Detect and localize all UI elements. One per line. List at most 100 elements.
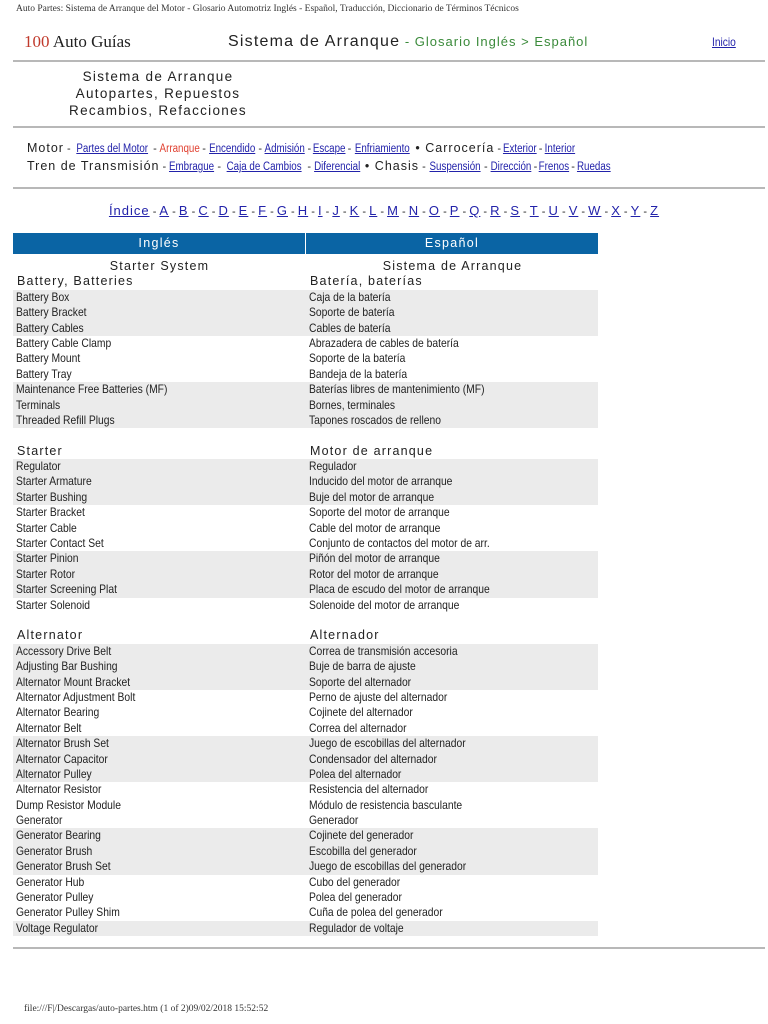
term-es-text: Rotor del motor de arranque [309, 566, 439, 581]
letter-link-u[interactable]: U [548, 203, 559, 218]
separator: - [214, 161, 225, 173]
term-es: Polea del generador [306, 890, 599, 905]
nav-link-direcci-n[interactable]: Dirección [490, 161, 532, 173]
term-en-text: Dump Resistor Module [16, 797, 121, 812]
term-es: Regulador de voltaje [306, 921, 599, 936]
term-en-text: Voltage Regulator [16, 920, 99, 935]
letter-link-q[interactable]: Q [469, 203, 481, 218]
nav-link-admisi-n[interactable]: Admisión [264, 143, 305, 155]
separator: - [304, 143, 315, 155]
nav-link-escape[interactable]: Escape [313, 143, 346, 155]
table-row: Accessory Drive Belt Correa de transmisió… [13, 643, 598, 660]
brand-logo[interactable]: 100 Auto Guías [24, 32, 131, 52]
separator: - [520, 206, 530, 218]
separator: - [322, 206, 333, 218]
brand-number: 100 [24, 32, 50, 51]
term-es-text: Buje del motor de arranque [309, 489, 435, 504]
letter-link-o[interactable]: O [428, 203, 441, 218]
nav-link-ruedas[interactable]: Ruedas [576, 161, 611, 173]
letter-link-l[interactable]: L [369, 203, 378, 218]
letter-link-a[interactable]: A [159, 203, 170, 218]
term-es-text: Soporte de la batería [309, 351, 406, 366]
separator: - [568, 161, 578, 173]
letter-link-i[interactable]: I [317, 203, 323, 218]
term-en-text: Starter Contact Set [16, 536, 104, 551]
table-row: Alternator Bearing Cojinete del alternado… [13, 705, 598, 720]
table-row: Battery Box Caja de la batería [13, 289, 598, 306]
letter-link-v[interactable]: V [568, 203, 579, 218]
term-en-text: Starter Screening Plat [16, 582, 117, 597]
table-row: Generator Bearing Cojinete del generador [13, 828, 598, 844]
column-header-es: Español [306, 233, 598, 254]
nav-link-exterior[interactable]: Exterior [503, 143, 537, 155]
letter-link-f[interactable]: F [258, 203, 268, 218]
letter-link-n[interactable]: N [408, 203, 420, 218]
term-es: Baterías libres de mantenimiento (MF) [306, 382, 599, 397]
nav-link-diferencial[interactable]: Diferencial [314, 161, 361, 173]
separator: - [199, 143, 209, 155]
brand-text: Auto Guías [52, 32, 131, 51]
letter-link-j[interactable]: J [332, 203, 340, 218]
term-en: Starter Rotor [13, 567, 306, 582]
term-en-text: Adjusting Bar Bushing [16, 659, 118, 674]
letter-link-h[interactable]: H [297, 203, 309, 218]
term-es: Abrazadera de cables de batería [306, 336, 599, 351]
term-es: Correa del alternador [306, 721, 599, 736]
letter-link-s[interactable]: S [510, 203, 520, 218]
term-es-text: Buje de barra de ajuste [309, 659, 416, 674]
separator: - [228, 206, 239, 218]
nav-link-embrague[interactable]: Embrague [169, 161, 215, 173]
letter-link-y[interactable]: Y [630, 203, 641, 218]
term-es-text: Cables de batería [309, 320, 391, 335]
letter-link-t[interactable]: T [529, 203, 539, 218]
term-es-text: Soporte de batería [309, 305, 395, 320]
letter-link-x[interactable]: X [611, 203, 621, 218]
section-title-en: Battery, Batteries [17, 274, 134, 289]
letter-link-c[interactable]: C [198, 203, 209, 218]
nav-link-caja-de-cambios[interactable]: Caja de Cambios [226, 161, 302, 173]
separator: - [169, 206, 179, 218]
nav-link-suspensi-n[interactable]: Suspensión [429, 161, 481, 173]
separator: - [339, 206, 350, 218]
home-link[interactable]: Inicio [712, 35, 736, 49]
term-es: Bandeja de la batería [306, 367, 599, 382]
term-es: Cable del motor de arranque [306, 521, 599, 536]
table-row: Generator Brush Set Juego de escobillas d… [13, 859, 598, 875]
separator: - [304, 161, 315, 173]
nav-link-frenos[interactable]: Frenos [539, 161, 570, 173]
separator: - [248, 206, 259, 218]
nav-link-interior[interactable]: Interior [544, 143, 575, 155]
term-es: Módulo de resistencia basculante [306, 798, 599, 813]
letter-link-r[interactable]: R [490, 203, 501, 218]
term-es-text: Soporte del alternador [309, 674, 412, 689]
nav-link-arranque[interactable]: Arranque [159, 143, 200, 155]
letter-link-w[interactable]: W [588, 203, 602, 218]
subtitle-line: Sistema de Arranque [82, 69, 234, 84]
index-link[interactable]: Índice [108, 203, 150, 218]
separator: - [188, 206, 199, 218]
letter-link-p[interactable]: P [449, 203, 460, 218]
table-row: Battery Mount Soporte de la batería [13, 351, 598, 366]
term-es-text: Cojinete del generador [309, 828, 414, 843]
nav-link-enfriamiento[interactable]: Enfriamiento [355, 143, 411, 155]
letter-link-e[interactable]: E [238, 203, 249, 218]
letter-link-g[interactable]: G [276, 203, 288, 218]
term-en: Generator [13, 813, 306, 828]
term-en-text: Maintenance Free Batteries (MF) [16, 382, 168, 397]
letter-link-k[interactable]: K [349, 203, 360, 218]
nav-link-encendido[interactable]: Encendido [209, 143, 256, 155]
letter-link-m[interactable]: M [387, 203, 399, 218]
letter-link-b[interactable]: B [178, 203, 189, 218]
letter-link-z[interactable]: Z [650, 203, 660, 218]
chasis-label: Chasis [374, 159, 420, 173]
letter-link-d[interactable]: D [218, 203, 229, 218]
term-en-text: Alternator Belt [16, 720, 82, 735]
section-title-es: Motor de arranque [310, 443, 434, 458]
term-en: Battery Cables [13, 321, 306, 336]
table-row: Starter Rotor Rotor del motor de arranque [13, 566, 598, 583]
term-es: Inducido del motor de arranque [306, 474, 599, 489]
separator: - [620, 206, 631, 218]
table-row: Generator Generador [13, 813, 598, 828]
nav-link-partes-del-motor[interactable]: Partes del Motor [76, 143, 148, 155]
separator: - [287, 206, 298, 218]
